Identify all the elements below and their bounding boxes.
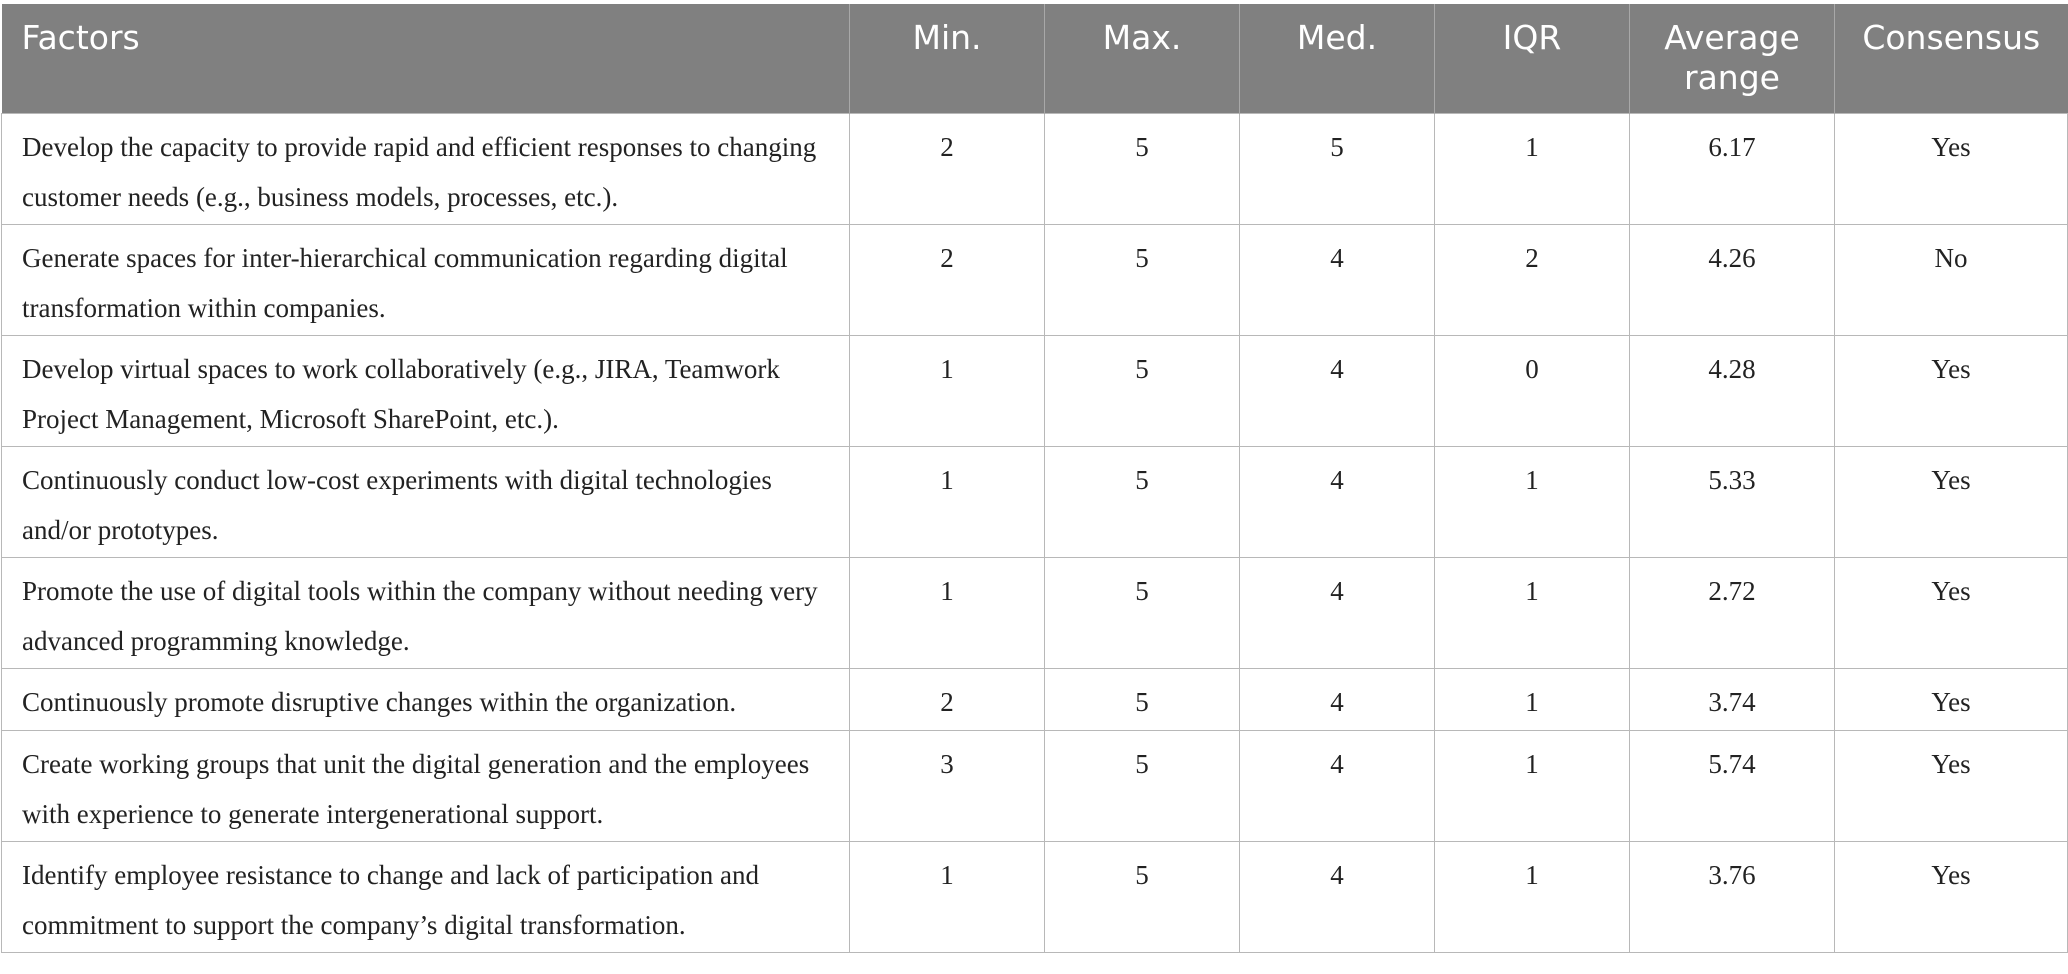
consensus-cell: Yes (1834, 840, 2068, 953)
table-row: Generate spaces for inter-hierarchical c… (1, 223, 2068, 336)
iqr-cell: 1 (1434, 840, 1630, 953)
average-range-cell: 3.74 (1629, 667, 1835, 731)
max-cell: 5 (1044, 223, 1240, 336)
iqr-cell: 1 (1434, 729, 1630, 842)
header-iqr: IQR (1434, 4, 1630, 113)
iqr-cell: 1 (1434, 445, 1630, 558)
average-range-cell: 3.76 (1629, 840, 1835, 953)
max-cell: 5 (1044, 556, 1240, 669)
max-cell: 5 (1044, 729, 1240, 842)
med-cell: 4 (1239, 667, 1435, 731)
med-cell: 5 (1239, 112, 1435, 225)
min-cell: 1 (849, 840, 1045, 953)
average-range-cell: 5.33 (1629, 445, 1835, 558)
table-container: Factors Min. Max. Med. IQR Average range… (1, 4, 2068, 953)
table-row: Promote the use of digital tools within … (1, 556, 2068, 669)
consensus-cell: Yes (1834, 667, 2068, 731)
iqr-cell: 1 (1434, 556, 1630, 669)
average-range-cell: 2.72 (1629, 556, 1835, 669)
min-cell: 2 (849, 667, 1045, 731)
consensus-cell: Yes (1834, 334, 2068, 447)
factor-cell: Promote the use of digital tools within … (1, 556, 850, 669)
table-row: Develop the capacity to provide rapid an… (1, 112, 2068, 225)
factor-cell: Continuously promote disruptive changes … (1, 667, 850, 731)
min-cell: 2 (849, 223, 1045, 336)
average-range-cell: 4.26 (1629, 223, 1835, 336)
consensus-table: Factors Min. Max. Med. IQR Average range… (1, 4, 2068, 953)
iqr-cell: 0 (1434, 334, 1630, 447)
max-cell: 5 (1044, 445, 1240, 558)
med-cell: 4 (1239, 729, 1435, 842)
average-range-cell: 5.74 (1629, 729, 1835, 842)
header-row: Factors Min. Max. Med. IQR Average range… (1, 4, 2068, 113)
min-cell: 1 (849, 334, 1045, 447)
factor-cell: Develop the capacity to provide rapid an… (1, 112, 850, 225)
factor-cell: Develop virtual spaces to work collabora… (1, 334, 850, 447)
consensus-cell: Yes (1834, 556, 2068, 669)
med-cell: 4 (1239, 334, 1435, 447)
header-med: Med. (1239, 4, 1435, 113)
consensus-cell: No (1834, 223, 2068, 336)
header-consensus: Consensus (1834, 4, 2068, 113)
table-row: Develop virtual spaces to work collabora… (1, 334, 2068, 447)
header-min: Min. (849, 4, 1045, 113)
med-cell: 4 (1239, 445, 1435, 558)
average-range-cell: 6.17 (1629, 112, 1835, 225)
header-factors: Factors (1, 4, 850, 113)
consensus-cell: Yes (1834, 445, 2068, 558)
min-cell: 2 (849, 112, 1045, 225)
iqr-cell: 1 (1434, 667, 1630, 731)
factor-cell: Identify employee resistance to change a… (1, 840, 850, 953)
max-cell: 5 (1044, 334, 1240, 447)
consensus-cell: Yes (1834, 729, 2068, 842)
med-cell: 4 (1239, 840, 1435, 953)
factor-cell: Generate spaces for inter-hierarchical c… (1, 223, 850, 336)
header-average-range: Average range (1629, 4, 1835, 113)
min-cell: 1 (849, 556, 1045, 669)
table-row: Create working groups that unit the digi… (1, 729, 2068, 842)
table-row: Continuously promote disruptive changes … (1, 667, 2068, 731)
max-cell: 5 (1044, 840, 1240, 953)
iqr-cell: 2 (1434, 223, 1630, 336)
table-row: Continuously conduct low-cost experiment… (1, 445, 2068, 558)
header-max: Max. (1044, 4, 1240, 113)
med-cell: 4 (1239, 556, 1435, 669)
max-cell: 5 (1044, 667, 1240, 731)
min-cell: 3 (849, 729, 1045, 842)
min-cell: 1 (849, 445, 1045, 558)
iqr-cell: 1 (1434, 112, 1630, 225)
average-range-cell: 4.28 (1629, 334, 1835, 447)
consensus-cell: Yes (1834, 112, 2068, 225)
med-cell: 4 (1239, 223, 1435, 336)
factor-cell: Create working groups that unit the digi… (1, 729, 850, 842)
factor-cell: Continuously conduct low-cost experiment… (1, 445, 850, 558)
table-row: Identify employee resistance to change a… (1, 840, 2068, 953)
max-cell: 5 (1044, 112, 1240, 225)
